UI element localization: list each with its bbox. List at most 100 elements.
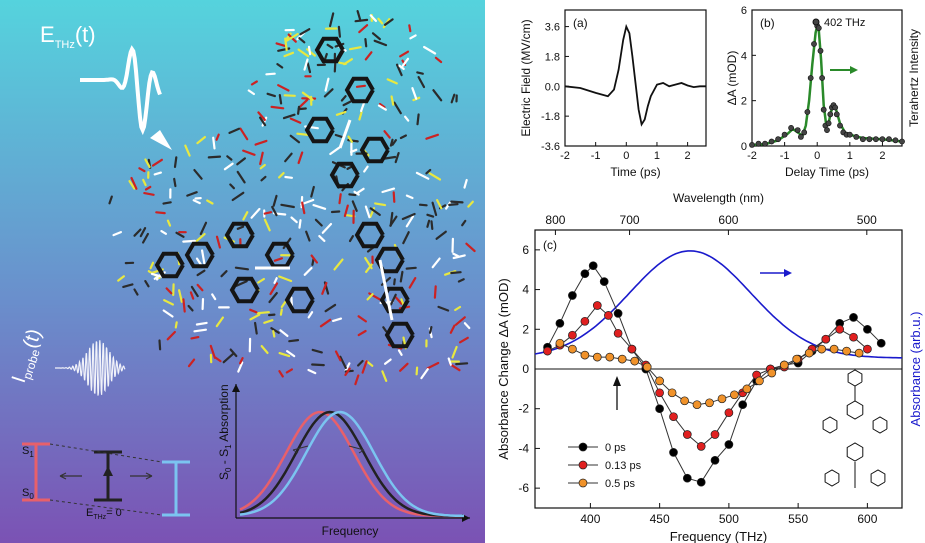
molecule-bond [150,272,165,278]
data-point [755,376,764,386]
molecule-bond [297,105,301,115]
molecule-bond [326,43,334,49]
data-point [682,430,692,439]
molecule-bond [467,200,474,208]
ethz-label: ETHz(t) [40,22,96,51]
molecule-bond [364,51,373,61]
molecule-bond [447,357,452,366]
molecule-bond [239,127,249,141]
molecule-bond [187,358,196,368]
top-x-tick-label: 800 [545,213,565,227]
data-point [860,136,866,143]
data-point [829,344,839,354]
legend-label: 402 THz [824,17,865,29]
molecule-bond [430,220,434,230]
molecule-bond [153,171,162,176]
molecule-bond [259,116,267,127]
y-axis-label: Absorbance Change ΔA (mOD) [496,278,511,459]
molecule-bond [307,45,312,56]
molecule-bond [306,62,312,74]
molecule-bond [319,318,332,328]
x-tick-label: 600 [857,512,877,526]
x-tick-label: 2 [685,150,691,162]
molecule-bond [190,285,199,298]
molecule-bond [195,321,208,326]
data-point [792,354,802,364]
data-point [669,448,678,457]
molecule-bond [348,46,362,51]
s0-label: S0 [22,487,34,501]
molecule-bond [160,230,167,235]
molecule-bond [395,63,403,77]
molecule-bond [142,232,149,244]
molecule-bond [193,169,203,180]
molecule-bond [357,329,367,337]
molecule-bond [401,212,416,221]
molecule-bond [321,222,333,234]
s1-label: S1 [22,445,34,459]
data-point [568,291,577,300]
molecule-bond [434,56,443,64]
molecule-bond [377,17,384,25]
molecule-bond [307,311,314,319]
molecule-bond [250,80,258,86]
data-point [892,137,899,144]
arrow-head-icon [850,66,858,74]
molecule-bond [228,127,241,134]
molecule-bond [284,152,293,163]
data-point [592,301,602,310]
x-tick-label: -2 [747,150,757,162]
molecule-bond [273,257,283,262]
aromatic-ring [229,276,260,304]
left-panel-background [0,0,485,543]
data-point [854,348,864,358]
data-point [842,346,851,356]
y-tick-label: 2 [741,96,747,108]
molecule-bond [378,102,386,109]
data-point [846,131,853,138]
data-point [580,316,590,326]
legend-marker [578,442,588,452]
molecule-bond [409,34,417,40]
x-tick-label: 0 [623,150,629,162]
data-point [710,455,720,465]
data-point [866,136,873,143]
molecule-bond [357,359,364,367]
molecule-bond [329,12,335,28]
molecule-bond [263,218,271,232]
molecule-bond [298,37,306,44]
molecule-bond [280,203,295,209]
panel-b-chart: -2 -1 0 1 2 0 2 4 6 402 THz (b) Delay Time (ps) ΔA (… [725,5,921,179]
molecule-bond [426,219,431,228]
molecule-bond [369,207,381,216]
data-point [827,111,834,118]
molecule-bond [332,317,343,322]
molecule-bond [108,195,113,205]
molecule-bond [323,88,334,98]
molecule-bond [416,71,424,75]
molecule-bond [428,172,442,181]
molecule-bond [278,352,291,358]
molecule-bond [209,344,216,359]
molecule-bond [351,200,358,212]
molecule-bond [259,163,266,170]
aromatic-ring [264,241,295,269]
molecule-bond [310,185,315,198]
molecule-bond [201,249,206,265]
molecule-bond [364,37,368,48]
molecule-bond [335,110,347,116]
molecule-bond [399,270,404,283]
data-point [655,404,664,414]
data-point [696,477,706,487]
molecule-bond [423,45,437,55]
molecule-bond [305,230,311,242]
molecule-bond [349,148,358,154]
molecule-bond [162,201,172,205]
dipole-arrow-icon [338,119,352,149]
molecule-bond [437,305,450,312]
benzene-ring [824,469,840,487]
molecule-bond [452,254,466,260]
molecule-bond [237,361,244,373]
data-point [749,141,755,148]
molecule-bond [449,324,456,334]
